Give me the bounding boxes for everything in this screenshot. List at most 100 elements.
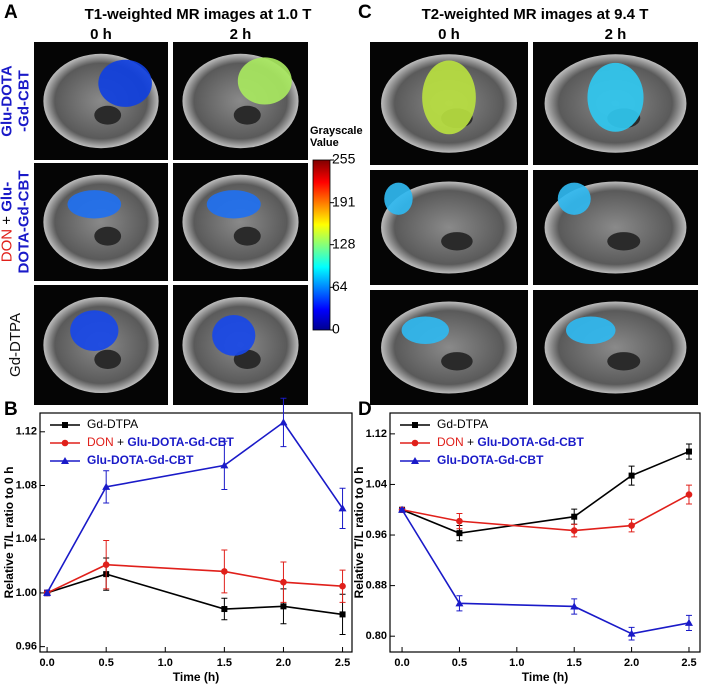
row-label: DOTA-Gd-CBT <box>15 170 32 273</box>
mr-organ <box>94 105 122 125</box>
panel-title: T1-weighted MR images at 1.0 T <box>85 6 312 23</box>
colorbar-title: Grayscale <box>310 125 363 137</box>
column-label: 0 h <box>438 26 460 43</box>
tumor-signal <box>384 182 413 215</box>
y-tick-label: 1.04 <box>16 533 38 545</box>
legend-label: Glu-DOTA-Gd-CBT <box>437 453 544 467</box>
marker <box>455 599 464 607</box>
panel-label: B <box>4 399 18 420</box>
legend-marker <box>411 439 419 447</box>
tumor-signal <box>422 60 476 135</box>
y-tick-label: 0.88 <box>366 580 387 592</box>
y-tick-label: 1.12 <box>366 428 387 440</box>
marker <box>221 606 228 613</box>
x-tick-label: 2.5 <box>681 657 696 669</box>
legend-label: DON + Glu-DOTA-Gd-CBT <box>87 435 234 449</box>
row-label: -Gd-CBT <box>15 70 32 132</box>
x-tick-label: 2.5 <box>335 657 350 669</box>
tumor-signal <box>98 59 152 107</box>
tumor-signal <box>70 310 119 351</box>
y-axis-label: Relative T/L ratio to 0 h <box>2 467 16 599</box>
marker <box>571 513 578 520</box>
tumor-signal <box>566 316 616 345</box>
legend-label: Glu-DOTA-Gd-CBT <box>87 453 194 467</box>
column-label: 2 h <box>605 26 627 43</box>
marker <box>339 611 346 618</box>
y-tick-label: 0.96 <box>366 529 387 541</box>
legend-marker <box>412 422 418 428</box>
mr-organ <box>233 105 261 125</box>
tumor-signal <box>67 190 122 219</box>
y-tick-label: 1.12 <box>16 426 37 438</box>
colorbar-tick-label: 191 <box>332 193 356 209</box>
tumor-signal <box>237 57 292 105</box>
marker <box>102 561 110 569</box>
plot-frame <box>389 412 701 653</box>
y-tick-label: 0.80 <box>366 630 387 642</box>
y-tick-label: 1.04 <box>366 478 388 490</box>
legend-label: Gd-DTPA <box>87 417 138 431</box>
panel-label: C <box>358 2 372 23</box>
marker <box>338 504 347 512</box>
y-tick-label: 1.00 <box>16 587 37 599</box>
marker <box>456 517 463 525</box>
series-line <box>46 573 343 616</box>
panel-label: D <box>358 399 372 420</box>
marker <box>398 505 407 513</box>
marker <box>456 530 463 537</box>
colorbar <box>312 159 331 331</box>
mr-organ <box>441 232 473 251</box>
x-axis-label: Time (h) <box>173 670 219 684</box>
y-tick-label: 0.96 <box>16 641 37 653</box>
legend-marker <box>62 422 68 428</box>
colorbar-tick-label: 64 <box>332 278 348 294</box>
row-label: Gd-DTPA <box>7 313 24 377</box>
x-axis-label: Time (h) <box>522 670 568 684</box>
row-label: DON + Glu- <box>0 182 15 262</box>
tumor-signal <box>587 62 644 132</box>
marker <box>220 461 229 469</box>
x-tick-label: 1.0 <box>158 657 173 669</box>
x-tick-label: 1.5 <box>217 657 232 669</box>
colorbar-tick-label: 0 <box>332 321 340 337</box>
tumor-signal <box>206 190 261 219</box>
column-label: 2 h <box>230 26 252 43</box>
x-tick-label: 0.5 <box>452 657 467 669</box>
marker <box>221 568 228 575</box>
marker <box>102 482 111 490</box>
marker <box>570 527 578 534</box>
x-tick-label: 2.0 <box>276 657 291 669</box>
marker <box>628 522 635 529</box>
marker <box>684 618 693 626</box>
legend-marker <box>61 457 69 464</box>
marker <box>628 472 635 479</box>
mr-tissue <box>381 181 517 274</box>
marker <box>280 603 287 610</box>
mr-tissue <box>544 301 687 394</box>
mr-organ <box>94 349 122 369</box>
panel-title: T2-weighted MR images at 9.4 T <box>422 6 649 23</box>
y-tick-label: 1.08 <box>16 479 37 491</box>
mr-tissue <box>381 301 517 394</box>
plot-frame <box>39 412 353 653</box>
x-tick-label: 0.0 <box>39 657 54 669</box>
mr-organ <box>607 232 641 251</box>
x-tick-label: 0.0 <box>394 657 409 669</box>
tumor-signal <box>212 315 256 356</box>
mr-tissue <box>182 174 299 270</box>
marker <box>279 418 288 426</box>
mr-organ <box>233 226 261 246</box>
x-tick-label: 0.5 <box>99 657 114 669</box>
x-tick-label: 1.5 <box>567 657 582 669</box>
x-tick-label: 1.0 <box>509 657 524 669</box>
x-tick-label: 2.0 <box>624 657 639 669</box>
legend-label: Gd-DTPA <box>437 417 488 431</box>
marker <box>570 602 579 610</box>
marker <box>685 491 693 498</box>
marker <box>339 582 346 590</box>
marker <box>685 448 692 455</box>
series-line <box>401 493 690 532</box>
tumor-signal <box>401 316 449 345</box>
marker <box>43 588 52 596</box>
mr-tissue <box>43 174 159 270</box>
